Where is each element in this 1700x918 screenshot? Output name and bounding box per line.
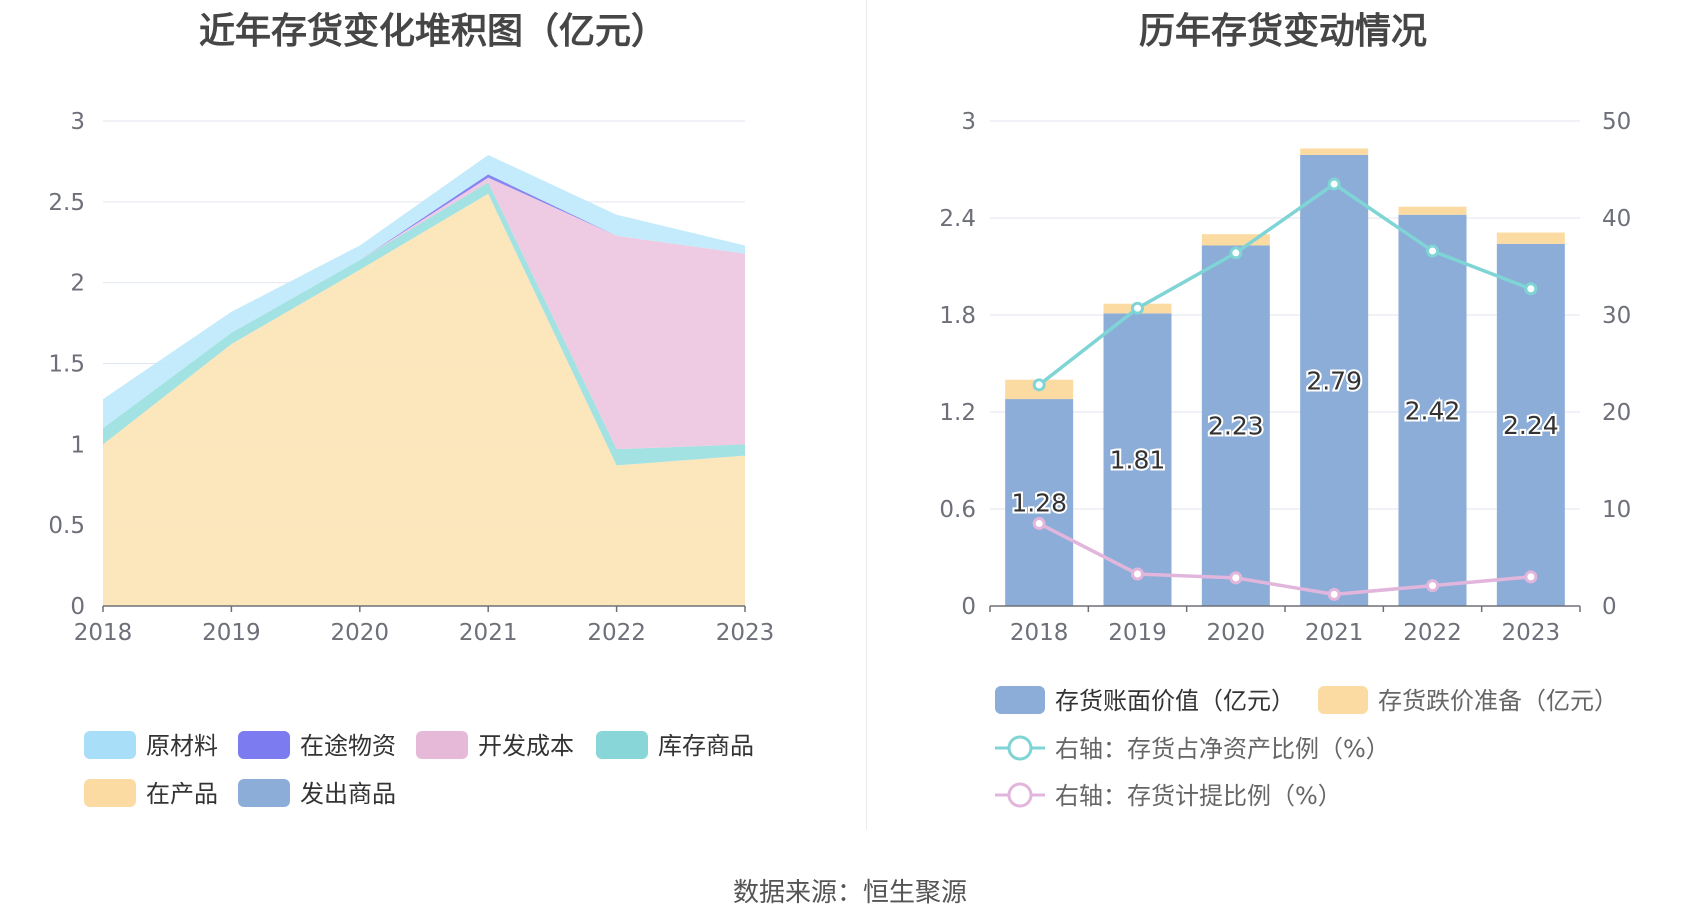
line-point [1131,567,1144,581]
legend-swatch-在产品 [84,779,136,807]
line-series-右轴：存货占净资产比例（%） [1038,181,1532,387]
chart-divider [866,0,867,830]
right-x-tick-label: 2018 [1010,620,1069,646]
line-point [1032,378,1046,392]
right-y2-tick-label: 10 [1602,497,1631,523]
bar-book-value [1005,399,1074,606]
left-y-tick-label: 1.5 [48,352,85,378]
right-y-tick-label: 3 [961,109,976,135]
bar-data-label: 1.81 [1110,446,1166,475]
bar-book-value [1201,245,1270,606]
line-point [1524,282,1538,296]
area-series-原材料 [103,154,745,429]
legend-label-右轴：存货计提比例（%）: 右轴：存货计提比例（%） [1055,782,1342,810]
left-x-tick-label: 2022 [587,620,646,646]
right-x-tick-label: 2022 [1403,620,1462,646]
line-point [1131,301,1144,315]
area-series-开发成本 [103,177,745,450]
line-point [1229,246,1243,260]
bar-book-value [1398,214,1467,606]
legend-swatch-marker [1007,735,1033,761]
right-y2-tick-label: 50 [1602,109,1631,135]
bar-reserve [1496,232,1565,244]
legend-label-发出商品: 发出商品 [300,780,396,808]
bar-reserve [1300,148,1369,155]
left-x-tick-label: 2023 [716,620,775,646]
left-x-tick-label: 2019 [202,620,261,646]
right-y-tick-label: 0.6 [939,497,976,523]
line-point [1327,587,1341,601]
legend-label-库存商品: 库存商品 [658,732,754,760]
bar-data-label: 2.24 [1503,411,1559,440]
legend-label-原材料: 原材料 [146,732,218,760]
legend-label-存货账面价值（亿元）: 存货账面价值（亿元） [1055,687,1295,715]
legend-swatch-在途物资 [238,731,290,759]
left-y-tick-label: 3 [70,109,85,135]
bar-book-value [1103,313,1172,606]
left-y-tick-label: 2 [70,271,85,297]
area-series-库存商品 [103,182,745,466]
line-point [1426,244,1439,258]
legend-swatch-存货跌价准备（亿元） [1318,686,1368,714]
bar-reserve [1201,234,1270,246]
bar-data-label: 2.79 [1306,366,1362,395]
bar-data-label: 2.42 [1405,396,1461,425]
legend-swatch-开发成本 [416,731,468,759]
right-y-tick-label: 1.2 [939,400,976,426]
left-x-tick-label: 2021 [459,620,518,646]
legend-swatch-发出商品 [238,779,290,807]
legend-swatch-库存商品 [596,731,648,759]
legend-label-存货跌价准备（亿元）: 存货跌价准备（亿元） [1378,687,1618,715]
legend-label-右轴：存货占净资产比例（%）: 右轴：存货占净资产比例（%） [1055,735,1390,763]
right-y-tick-label: 1.8 [939,303,976,329]
right-y-tick-label: 2.4 [939,206,976,232]
data-source-note: 数据来源：恒生聚源 [732,878,967,908]
right-y-tick-label: 0 [961,594,976,620]
legend-label-在产品: 在产品 [146,780,218,808]
left-y-tick-label: 0 [70,594,85,620]
legend-swatch-marker [1007,782,1033,808]
left-y-tick-label: 2.5 [48,190,85,216]
bar-data-label: 2.23 [1208,412,1264,441]
bar-reserve [1398,206,1467,215]
line-point [1032,517,1046,531]
legend-label-开发成本: 开发成本 [478,732,574,760]
left-x-tick-label: 2018 [74,620,133,646]
left-x-tick-label: 2020 [331,620,390,646]
line-point [1426,579,1439,593]
right-y2-tick-label: 0 [1602,594,1617,620]
right-y2-tick-label: 40 [1602,206,1631,232]
bar-book-value [1300,154,1369,606]
right-x-tick-label: 2019 [1108,620,1167,646]
line-point [1524,570,1538,584]
right-x-tick-label: 2021 [1305,620,1364,646]
legend-swatch-存货账面价值（亿元） [995,686,1045,714]
right-y2-tick-label: 20 [1602,400,1631,426]
line-point [1229,571,1243,585]
area-series-在产品 [103,193,745,606]
bar-data-label: 1.28 [1011,489,1067,518]
right-x-tick-label: 2020 [1207,620,1266,646]
left-y-tick-label: 0.5 [48,513,85,539]
line-point [1327,177,1341,191]
legend-swatch-原材料 [84,731,136,759]
right-chart-title: 历年存货变动情况 [1138,11,1427,52]
right-y2-tick-label: 30 [1602,303,1631,329]
legend-label-在途物资: 在途物资 [300,732,396,760]
left-y-tick-label: 1 [70,432,85,458]
bar-book-value [1496,243,1565,606]
right-x-tick-label: 2023 [1502,620,1561,646]
left-chart-title: 近年存货变化堆积图（亿元） [198,11,667,52]
line-series-右轴：存货计提比例（%） [1038,521,1531,597]
